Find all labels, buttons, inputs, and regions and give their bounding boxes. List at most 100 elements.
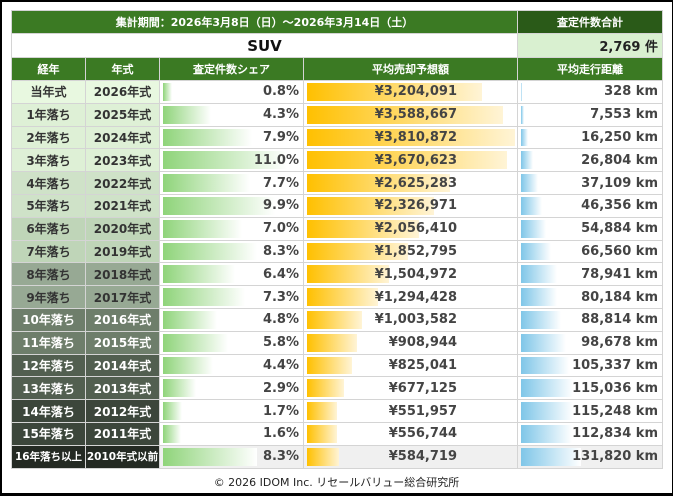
- share-bar: [163, 219, 242, 238]
- mileage-value: 112,834 km: [572, 426, 658, 442]
- table-row: 4年落ち 2022年式 7.7% ¥2,625,283 37,109 km: [11, 171, 663, 195]
- age-cell: 7年落ち: [11, 239, 86, 264]
- share-value: 4.3%: [262, 107, 299, 123]
- year-cell: 2023年式: [85, 148, 160, 173]
- price-bar: [307, 333, 357, 352]
- table-row: 10年落ち 2016年式 4.8% ¥1,003,582 88,814 km: [11, 307, 663, 332]
- column-header-price: 平均売却予想額: [303, 57, 518, 81]
- mileage-value: 37,109 km: [581, 175, 658, 191]
- price-value: ¥3,204,091: [374, 84, 457, 100]
- year-cell: 2025年式: [85, 102, 160, 127]
- mileage-cell: 112,834 km: [517, 421, 663, 446]
- age-cell: 1年落ち: [11, 102, 86, 127]
- mileage-value: 7,553 km: [590, 107, 658, 123]
- price-value: ¥1,003,582: [374, 312, 457, 328]
- year-cell: 2014年式: [85, 353, 160, 378]
- price-cell: ¥2,625,283: [303, 171, 518, 195]
- table-row: 15年落ち 2011年式 1.6% ¥556,744 112,834 km: [11, 421, 663, 446]
- mileage-cell: 37,109 km: [517, 171, 663, 195]
- mileage-cell: 80,184 km: [517, 285, 663, 309]
- column-header-age: 経年: [11, 57, 86, 81]
- share-bar: [163, 105, 212, 124]
- price-value: ¥584,719: [388, 449, 457, 465]
- price-cell: ¥1,003,582: [303, 307, 518, 332]
- mileage-cell: 105,337 km: [517, 353, 663, 378]
- column-header-year: 年式: [85, 57, 160, 81]
- share-bar: [163, 288, 246, 306]
- mileage-cell: 115,248 km: [517, 399, 663, 423]
- mileage-value: 66,560 km: [581, 243, 658, 259]
- age-cell: 9年落ち: [11, 285, 86, 309]
- share-cell: 1.6%: [159, 421, 304, 446]
- price-bar: [307, 424, 338, 443]
- share-value: 11.0%: [253, 152, 299, 168]
- age-cell: 11年落ち: [11, 330, 86, 355]
- price-bar: [307, 128, 515, 147]
- share-cell: 4.3%: [159, 102, 304, 127]
- share-bar: [163, 379, 196, 398]
- age-cell: 16年落ち以上: [11, 444, 86, 469]
- share-bar: [163, 356, 213, 375]
- price-value: ¥677,125: [388, 380, 457, 396]
- mileage-bar: [521, 288, 558, 306]
- mileage-value: 115,036 km: [572, 380, 658, 396]
- share-cell: 4.4%: [159, 353, 304, 378]
- share-value: 7.7%: [262, 175, 299, 191]
- price-cell: ¥3,670,623: [303, 148, 518, 173]
- share-cell: 7.3%: [159, 285, 304, 309]
- mileage-bar: [521, 333, 566, 352]
- mileage-bar: [521, 310, 562, 329]
- price-value: ¥1,852,795: [374, 243, 457, 259]
- table-row: 5年落ち 2021年式 9.9% ¥2,326,971 46,356 km: [11, 193, 663, 218]
- table-row: 2年落ち 2024年式 7.9% ¥3,810,872 16,250 km: [11, 125, 663, 150]
- age-cell: 14年落ち: [11, 399, 86, 423]
- price-bar: [307, 402, 338, 420]
- price-value: ¥3,810,872: [374, 129, 457, 145]
- mileage-value: 105,337 km: [572, 357, 658, 373]
- price-value: ¥556,744: [388, 426, 457, 442]
- mileage-cell: 88,814 km: [517, 307, 663, 332]
- share-cell: 11.0%: [159, 148, 304, 173]
- mileage-bar: [521, 379, 574, 398]
- price-value: ¥2,326,971: [374, 198, 457, 214]
- price-cell: ¥551,957: [303, 399, 518, 423]
- mileage-bar: [521, 196, 543, 215]
- mileage-cell: 7,553 km: [517, 102, 663, 127]
- price-cell: ¥825,041: [303, 353, 518, 378]
- table-row: 12年落ち 2014年式 4.4% ¥825,041 105,337 km: [11, 353, 663, 378]
- year-cell: 2019年式: [85, 239, 160, 264]
- mileage-value: 328 km: [604, 84, 658, 100]
- table-row: 13年落ち 2013年式 2.9% ¥677,125 115,036 km: [11, 376, 663, 401]
- price-value: ¥551,957: [388, 403, 457, 419]
- copyright-footer: © 2026 IDOM Inc. リセールバリュー総合研究所: [213, 476, 460, 489]
- mileage-cell: 46,356 km: [517, 193, 663, 218]
- age-cell: 6年落ち: [11, 216, 86, 241]
- mileage-cell: 115,036 km: [517, 376, 663, 401]
- share-bar: [163, 333, 229, 352]
- share-bar: [163, 310, 218, 329]
- age-cell: 当年式: [11, 80, 86, 104]
- age-cell: 5年落ち: [11, 193, 86, 218]
- share-bar: [163, 424, 182, 443]
- mileage-value: 80,184 km: [581, 289, 658, 305]
- share-value: 6.4%: [262, 266, 299, 282]
- mileage-value: 26,804 km: [581, 152, 658, 168]
- table-row: 8年落ち 2018年式 6.4% ¥1,504,972 78,941 km: [11, 262, 663, 287]
- price-bar: [307, 288, 378, 306]
- share-bar: [163, 174, 250, 192]
- year-cell: 2015年式: [85, 330, 160, 355]
- year-cell: 2022年式: [85, 171, 160, 195]
- year-cell: 2026年式: [85, 80, 160, 104]
- share-cell: 7.9%: [159, 125, 304, 150]
- price-value: ¥3,670,623: [374, 152, 457, 168]
- mileage-cell: 328 km: [517, 80, 663, 104]
- mileage-value: 98,678 km: [581, 335, 658, 351]
- year-cell: 2021年式: [85, 193, 160, 218]
- mileage-bar: [521, 128, 529, 147]
- table-row: 1年落ち 2025年式 4.3% ¥3,588,667 7,553 km: [11, 102, 663, 127]
- mileage-bar: [521, 424, 573, 443]
- share-cell: 4.8%: [159, 307, 304, 332]
- share-cell: 1.7%: [159, 399, 304, 423]
- age-cell: 10年落ち: [11, 307, 86, 332]
- share-value: 1.6%: [262, 426, 299, 442]
